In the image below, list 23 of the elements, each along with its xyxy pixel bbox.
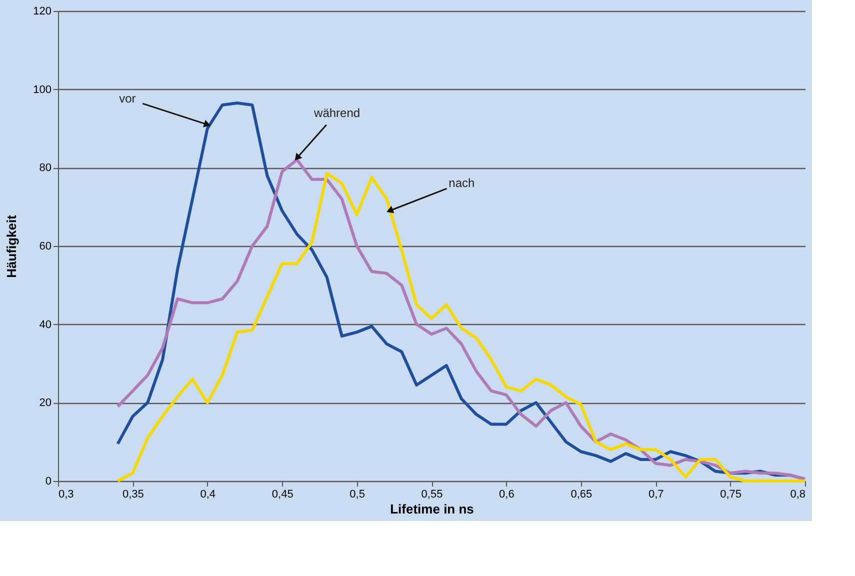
y-tick-label: 120 xyxy=(33,6,52,18)
y-tick-label: 40 xyxy=(39,318,52,331)
y-tick-label: 100 xyxy=(33,84,52,96)
x-tick-label: 0,8 xyxy=(790,488,806,500)
x-tick-label: 0,7 xyxy=(648,488,664,500)
x-tick-label: 0,55 xyxy=(421,488,443,500)
x-tick-label: 0,45 xyxy=(272,488,294,500)
y-tick-label: 0 xyxy=(45,476,52,488)
annotation: vor xyxy=(119,92,136,106)
x-axis-title: Lifetime in ns xyxy=(390,502,474,516)
x-tick-label: 0,4 xyxy=(200,488,216,500)
annotation: nach xyxy=(448,176,475,190)
x-tick-label: 0,75 xyxy=(720,488,742,500)
annotation: während xyxy=(313,106,360,120)
x-tick-label: 0,5 xyxy=(350,488,365,500)
y-tick-label: 80 xyxy=(39,162,52,174)
x-tick-label: 0,35 xyxy=(122,488,144,500)
y-tick-label: 20 xyxy=(39,397,52,410)
y-tick-label: 60 xyxy=(39,240,52,252)
x-tick-label: 0,65 xyxy=(570,488,592,500)
x-tick-label: 0,3 xyxy=(58,488,74,500)
y-axis-title: Häufigkeit xyxy=(4,214,20,278)
x-tick-label: 0,6 xyxy=(499,488,514,500)
